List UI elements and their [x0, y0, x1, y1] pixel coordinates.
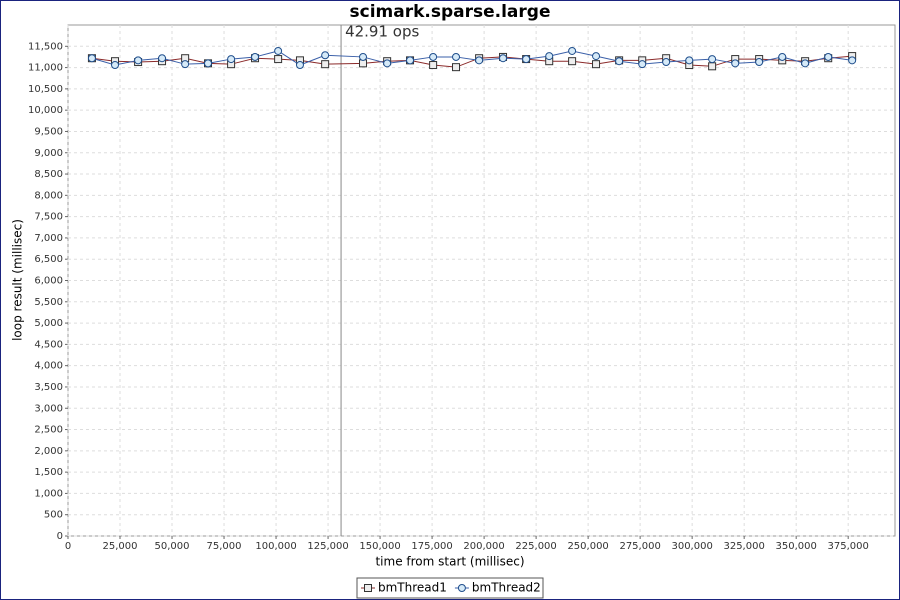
- y-tick-label: 0: [57, 531, 63, 542]
- x-tick-label: 0: [65, 541, 71, 552]
- y-tick-label: 6,500: [34, 254, 63, 265]
- marker-label: 42.91 ops: [345, 23, 419, 41]
- point: [134, 56, 143, 65]
- y-tick-label: 2,500: [34, 425, 63, 436]
- legend-box: [356, 577, 544, 599]
- y-tick-label: 5,500: [34, 297, 63, 308]
- point: [274, 55, 283, 64]
- x-tick-label: 275,000: [619, 541, 660, 552]
- y-tick-label: 9,000: [34, 148, 63, 159]
- x-tick-label: 100,000: [255, 541, 296, 552]
- point: [452, 52, 461, 61]
- point: [499, 54, 508, 63]
- point: [383, 59, 392, 68]
- point: [227, 55, 236, 64]
- point: [662, 58, 671, 67]
- x-tick-label: 50,000: [155, 541, 190, 552]
- x-tick-label: 150,000: [359, 541, 400, 552]
- y-tick-label: 1,000: [34, 488, 63, 499]
- point: [321, 60, 330, 69]
- y-tick-label: 3,000: [34, 403, 63, 414]
- x-tick-label: 200,000: [463, 541, 504, 552]
- y-tick-label: 6,000: [34, 276, 63, 287]
- y-tick-label: 9,500: [34, 126, 63, 137]
- x-axis-label: time from start (millisec): [375, 555, 524, 569]
- point: [429, 52, 438, 61]
- x-tick-label: 250,000: [567, 541, 608, 552]
- point: [452, 63, 461, 72]
- chart-title: scimark.sparse.large: [350, 2, 551, 22]
- y-tick-label: 11,500: [28, 41, 63, 52]
- point: [592, 52, 601, 61]
- point: [111, 61, 120, 70]
- point: [568, 46, 577, 55]
- legend-label: bmThread2: [472, 581, 541, 595]
- legend-label: bmThread1: [378, 581, 447, 595]
- y-tick-label: 10,000: [28, 105, 63, 116]
- point: [251, 52, 260, 61]
- point: [204, 59, 213, 68]
- x-tick-label: 25,000: [103, 541, 138, 552]
- point: [848, 56, 857, 65]
- point: [755, 58, 764, 67]
- point: [592, 60, 601, 69]
- x-tick-label: 75,000: [207, 541, 242, 552]
- point: [359, 52, 368, 61]
- point: [615, 57, 624, 66]
- y-tick-label: 8,500: [34, 169, 63, 180]
- y-tick-label: 10,500: [28, 84, 63, 95]
- y-tick-label: 5,000: [34, 318, 63, 329]
- point: [545, 52, 554, 61]
- x-tick-label: 300,000: [671, 541, 712, 552]
- point: [475, 56, 484, 65]
- legend-symbol: [457, 584, 466, 592]
- legend-symbol: [364, 584, 372, 592]
- x-tick-label: 225,000: [515, 541, 556, 552]
- point: [638, 60, 647, 69]
- point: [801, 59, 810, 68]
- point: [522, 55, 531, 64]
- x-tick-label: 375,000: [828, 541, 869, 552]
- point: [158, 54, 167, 63]
- point: [778, 52, 787, 61]
- y-axis-label: loop result (millisec): [11, 219, 25, 341]
- point: [685, 56, 694, 65]
- point: [274, 46, 283, 55]
- point: [568, 57, 577, 66]
- y-tick-label: 4,000: [34, 361, 63, 372]
- point: [731, 59, 740, 68]
- y-tick-label: 2,000: [34, 446, 63, 457]
- y-tick-label: 3,500: [34, 382, 63, 393]
- point: [429, 61, 438, 70]
- x-tick-label: 325,000: [723, 541, 764, 552]
- y-tick-label: 7,500: [34, 212, 63, 223]
- point: [181, 60, 190, 69]
- x-tick-label: 175,000: [411, 541, 452, 552]
- point: [824, 52, 833, 61]
- point: [708, 62, 717, 71]
- plot-area: [67, 24, 896, 537]
- y-tick-label: 11,000: [28, 63, 63, 74]
- point: [708, 55, 717, 64]
- x-tick-label: 125,000: [307, 541, 348, 552]
- legend: bmThread1 bmThread2: [356, 577, 544, 599]
- y-tick-label: 8,000: [34, 190, 63, 201]
- point: [87, 54, 96, 63]
- point: [295, 61, 304, 70]
- point: [406, 56, 415, 65]
- y-tick-label: 500: [44, 510, 63, 521]
- y-tick-label: 1,500: [34, 467, 63, 478]
- point: [321, 51, 330, 60]
- y-tick-label: 7,000: [34, 233, 63, 244]
- x-tick-label: 350,000: [775, 541, 816, 552]
- y-tick-label: 4,500: [34, 339, 63, 350]
